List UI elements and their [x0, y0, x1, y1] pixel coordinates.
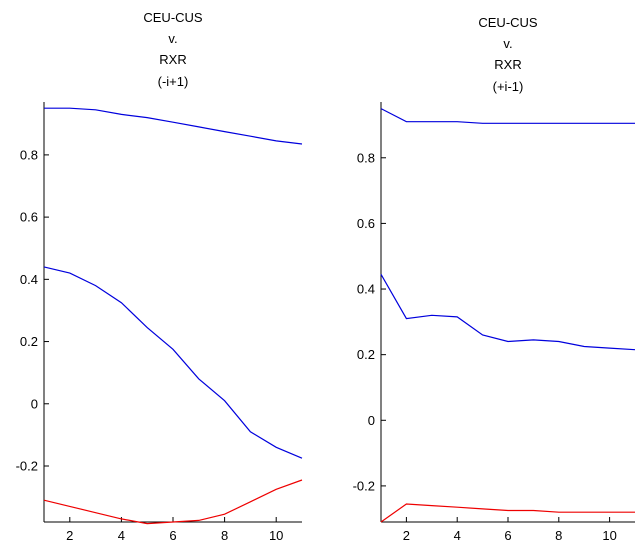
- chart-title-line: v.: [503, 36, 512, 51]
- series-line-2: [43, 266, 303, 459]
- x-tick-label: 2: [66, 528, 73, 543]
- y-tick-label: -0.2: [353, 478, 375, 493]
- y-tick-label: 0: [31, 396, 38, 411]
- x-tick-label: 10: [602, 528, 616, 543]
- x-tick-label: 4: [454, 528, 461, 543]
- x-tick-label: 4: [118, 528, 125, 543]
- y-tick-label: -0.2: [16, 459, 38, 474]
- x-tick-label: 8: [221, 528, 228, 543]
- y-tick-label: 0.2: [357, 347, 375, 362]
- chart-title-line: CEU-CUS: [143, 10, 203, 25]
- chart-title-line: RXR: [159, 52, 186, 67]
- x-tick-label: 6: [169, 528, 176, 543]
- y-tick-label: 0.8: [20, 147, 38, 162]
- chart-panel-1: CEU-CUS v. RXR (-i+1) -0.2 0 0.2 0.4 0.6 0.8 2 4 6 8 1…: [16, 10, 303, 543]
- x-tick-label: 8: [555, 528, 562, 543]
- series-line-2: [380, 274, 635, 351]
- series-line-3: [43, 479, 303, 525]
- y-tick-label: 0.6: [20, 210, 38, 225]
- y-tick-label: 0.4: [20, 272, 38, 287]
- chart-panel-2: CEU-CUS v. RXR (+i-1) -0.2 0 0.2 0.4 0.6 0.8 2 4 6 8 1…: [353, 15, 635, 543]
- series-line-1: [380, 108, 635, 124]
- chart-title-line: CEU-CUS: [478, 15, 538, 30]
- series-line-1: [44, 107, 303, 145]
- chart-title-line: v.: [168, 31, 177, 46]
- y-tick-label: 0.4: [357, 282, 375, 297]
- x-tick-label: 6: [504, 528, 511, 543]
- y-tick-label: 0: [368, 413, 375, 428]
- y-tick-label: 0.2: [20, 334, 38, 349]
- series-line-3: [380, 503, 635, 523]
- chart-title-line: (-i+1): [158, 74, 189, 89]
- y-tick-label: 0.6: [357, 216, 375, 231]
- x-tick-label: 10: [269, 528, 283, 543]
- y-tick-label: 0.8: [357, 150, 375, 165]
- x-tick-label: 2: [403, 528, 410, 543]
- chart-title-line: (+i-1): [493, 79, 524, 94]
- chart-title-line: RXR: [494, 57, 521, 72]
